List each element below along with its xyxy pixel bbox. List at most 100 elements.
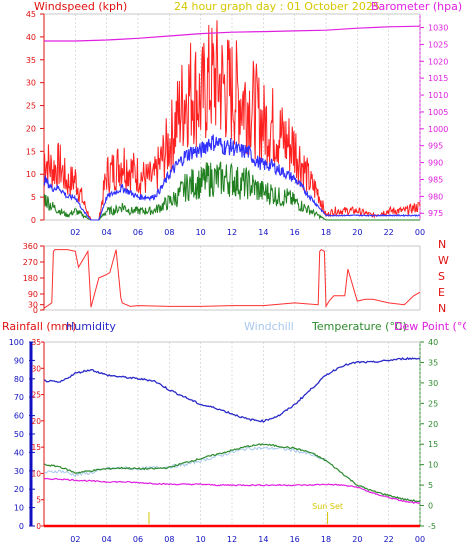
panel3-rain-tick-label: 35 (31, 338, 41, 347)
legend-dewpoint: Dew Point (°C) (394, 320, 466, 333)
panel1-x-tick-label: 00 (415, 228, 425, 237)
panel1-right-tick-label: 985 (428, 175, 443, 184)
panel3-temp-tick-label: 40 (428, 338, 438, 347)
windspeed-axis-label: Windspeed (kph) (34, 0, 127, 13)
series-dewpoint (44, 477, 421, 504)
panel3-humidity-tick-label: 90 (14, 356, 24, 365)
series-wind-avg (43, 134, 420, 221)
series-temperature (43, 443, 421, 503)
sunset-label: Sun Set (312, 502, 343, 511)
panel3-temp-tick-label: 20 (428, 420, 438, 429)
panel2-left-tick-label: 30 (28, 301, 38, 310)
panel3-rain-tick-label: 5 (36, 496, 41, 505)
panel3-humidity-tick-label: 40 (14, 448, 24, 457)
panel1-x-tick-label: 12 (227, 228, 237, 237)
panel1-x-tick-label: 18 (321, 228, 331, 237)
panel1-x-tick-label: 08 (164, 228, 174, 237)
panel1-left-tick-label: 10 (26, 170, 36, 179)
panel1-right-tick-label: 975 (428, 209, 443, 218)
panel1-right-tick-label: 995 (428, 142, 443, 151)
panel3-temp-tick-label: 5 (428, 481, 433, 490)
panel3-temp-tick-label: 25 (428, 399, 438, 408)
panel1-left-tick-label: 35 (26, 56, 36, 65)
panel3-x-tick-label: 08 (164, 535, 174, 544)
panel3-rain-tick-label: 0 (36, 522, 41, 531)
panel1-x-tick-label: 16 (290, 228, 300, 237)
panel3-humidity-tick-label: 100 (9, 338, 24, 347)
legend-humidity: Humidity (66, 320, 116, 333)
panel1-right-tick-label: 990 (428, 159, 443, 168)
panel1-x-tick-label: 20 (352, 228, 362, 237)
series-humidity (43, 356, 421, 423)
panel3-humidity-tick-label: 10 (14, 504, 24, 513)
panel3-rain-tick-label: 20 (31, 417, 41, 426)
panel1-x-tick-label: 06 (133, 228, 143, 237)
series-wind-direction (43, 248, 421, 309)
panel3-temp-tick-label: 15 (428, 440, 438, 449)
panel3-temp-tick-label: 35 (428, 358, 438, 367)
panel1-x-tick-label: 22 (384, 228, 394, 237)
panel3-temp-tick-label: 10 (428, 461, 438, 470)
panel1-x-tick-label: 14 (258, 228, 268, 237)
panel3-x-tick-label: 10 (196, 535, 206, 544)
panel1-right-tick-label: 1030 (428, 24, 448, 33)
panel1-left-tick-label: 45 (26, 10, 36, 19)
panel3-humidity-tick-label: 30 (14, 467, 24, 476)
panel1-x-tick-label: 02 (70, 228, 80, 237)
panel2-left-tick-label: 360 (23, 242, 38, 251)
panel1-right-tick-label: 1000 (428, 125, 448, 134)
legend-windchill: Windchill (244, 320, 294, 333)
panel1-left-tick-label: 25 (26, 102, 36, 111)
panel3-x-tick-label: 12 (227, 535, 237, 544)
panel3-humidity-tick-label: 0 (19, 522, 24, 531)
panel2-left-tick-label: 0 (33, 306, 38, 315)
panel1-right-tick-label: 1005 (428, 108, 448, 117)
panel1-right-tick-label: 1015 (428, 74, 448, 83)
panel3-x-tick-label: 04 (102, 535, 112, 544)
panel3-humidity-tick-label: 20 (14, 485, 24, 494)
panel2-compass-label: E (438, 286, 445, 299)
panel3-x-tick-label: 00 (415, 535, 425, 544)
panel2-left-tick-label: 270 (23, 258, 38, 267)
panel3-rain-tick-label: 25 (31, 391, 41, 400)
panel1-x-tick-label: 04 (102, 228, 112, 237)
panel1-left-tick-label: 40 (26, 33, 36, 42)
panel3-humidity-tick-label: 50 (14, 430, 24, 439)
panel1-x-tick-label: 10 (196, 228, 206, 237)
panel3-x-tick-label: 22 (384, 535, 394, 544)
panel2-left-tick-label: 90 (28, 290, 38, 299)
barometer-axis-label: Barometer (hpa) (371, 0, 462, 13)
panel3-rain-tick-label: 10 (31, 469, 41, 478)
panel3-x-tick-label: 18 (321, 535, 331, 544)
panel3-x-tick-label: 06 (133, 535, 143, 544)
panel3-x-tick-label: 14 (258, 535, 268, 544)
panel2-compass-label: W (438, 254, 449, 267)
panel1-left-tick-label: 5 (31, 193, 36, 202)
panel1-left-tick-label: 15 (26, 147, 36, 156)
panel3-temp-tick-label: -5 (428, 522, 436, 531)
chart-title: 24 hour graph day : 01 October 2025 (174, 0, 380, 13)
panel3-rain-tick-label: 15 (31, 443, 41, 452)
series-wind-gust (43, 20, 421, 221)
panel3-x-tick-label: 02 (70, 535, 80, 544)
panel2-left-tick-label: 180 (23, 274, 38, 283)
panel3-humidity-tick-label: 60 (14, 412, 24, 421)
panel1-right-tick-label: 980 (428, 192, 443, 201)
series-wind-low (43, 161, 420, 221)
panel2-compass-label: N (438, 302, 446, 315)
panel1-right-tick-label: 1025 (428, 40, 448, 49)
panel2-compass-label: N (438, 238, 446, 251)
panel3-x-tick-label: 20 (352, 535, 362, 544)
panel1-right-tick-label: 1010 (428, 91, 448, 100)
series-windchill (43, 445, 327, 477)
legend-rainfall: Rainfall (mm) (2, 320, 76, 333)
chart-marks: 0510152025303540459759809859909951000100… (9, 10, 449, 544)
panel2-compass-label: S (438, 270, 445, 283)
panel3-x-tick-label: 16 (290, 535, 300, 544)
panel1-right-tick-label: 1020 (428, 57, 448, 66)
panel3-temp-tick-label: 0 (428, 502, 433, 511)
panel1-left-tick-label: 20 (26, 124, 36, 133)
panel3-humidity-tick-label: 70 (14, 393, 24, 402)
